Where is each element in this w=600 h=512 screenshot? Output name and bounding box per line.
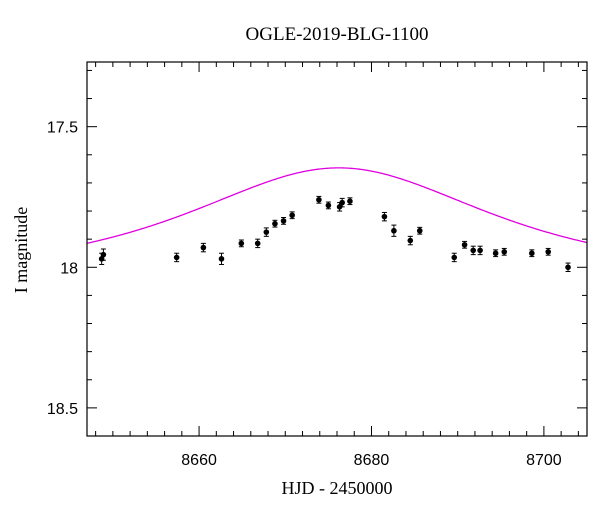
point-marker <box>381 213 388 220</box>
point-marker <box>263 229 270 235</box>
point-marker <box>200 244 207 251</box>
point-marker <box>339 199 345 206</box>
data-point <box>407 235 414 246</box>
point-marker <box>407 237 414 244</box>
data-point <box>289 211 295 220</box>
data-point <box>100 248 107 261</box>
point-marker <box>173 254 180 261</box>
x-tick-label: 8700 <box>526 452 562 469</box>
point-marker <box>280 218 287 224</box>
point-marker <box>391 227 397 234</box>
plot-frame <box>86 61 588 437</box>
x-axis-label: HJD - 2450000 <box>282 478 393 498</box>
point-marker <box>316 196 322 203</box>
y-tick-label: 18 <box>60 260 78 277</box>
data-point <box>416 226 423 235</box>
tick-labels: 8660 8680 8700 17.5 18 18.5 <box>47 120 562 469</box>
data-point <box>339 197 345 208</box>
point-marker <box>218 256 225 262</box>
data-point <box>280 217 287 225</box>
y-axis-label: I magnitude <box>11 207 31 293</box>
data-point <box>347 197 353 206</box>
point-marker <box>461 241 468 248</box>
x-tick-label: 8660 <box>181 452 217 469</box>
point-marker <box>416 227 423 234</box>
axis-ticks <box>87 62 587 437</box>
data-point <box>238 239 245 248</box>
y-tick-label: 17.5 <box>47 120 78 137</box>
point-marker <box>238 240 245 247</box>
data-point <box>461 240 468 249</box>
point-marker <box>565 264 571 271</box>
point-marker <box>529 250 535 257</box>
point-marker <box>501 249 508 255</box>
data-points-layer <box>98 195 571 272</box>
data-point <box>501 247 508 256</box>
point-marker <box>289 212 295 219</box>
x-tick-label: 8680 <box>354 452 390 469</box>
point-marker <box>272 220 278 227</box>
point-marker <box>254 240 261 247</box>
data-point <box>565 262 571 272</box>
data-point <box>381 211 388 222</box>
point-marker <box>325 202 332 209</box>
data-point <box>451 252 458 263</box>
data-point <box>477 245 483 256</box>
data-point <box>529 249 535 258</box>
data-point <box>325 201 332 210</box>
point-marker <box>100 251 107 258</box>
data-point <box>254 238 261 249</box>
data-point <box>316 195 322 204</box>
data-point <box>470 245 477 256</box>
point-marker <box>347 198 353 204</box>
data-point <box>200 242 207 253</box>
model-curve <box>86 167 588 244</box>
data-point <box>263 227 270 237</box>
data-point <box>545 247 552 256</box>
chart-title: OGLE-2019-BLG-1100 <box>246 24 429 45</box>
data-point <box>391 224 397 237</box>
y-tick-label: 18.5 <box>47 401 78 418</box>
point-marker <box>336 204 343 210</box>
point-marker <box>545 249 552 255</box>
point-marker <box>477 247 483 254</box>
point-marker <box>470 247 477 254</box>
model-curve-layer <box>86 167 588 244</box>
data-point <box>173 252 180 263</box>
point-marker <box>492 250 499 257</box>
data-point <box>272 219 278 228</box>
data-point <box>492 249 499 258</box>
point-marker <box>451 254 458 261</box>
data-point <box>218 252 225 265</box>
